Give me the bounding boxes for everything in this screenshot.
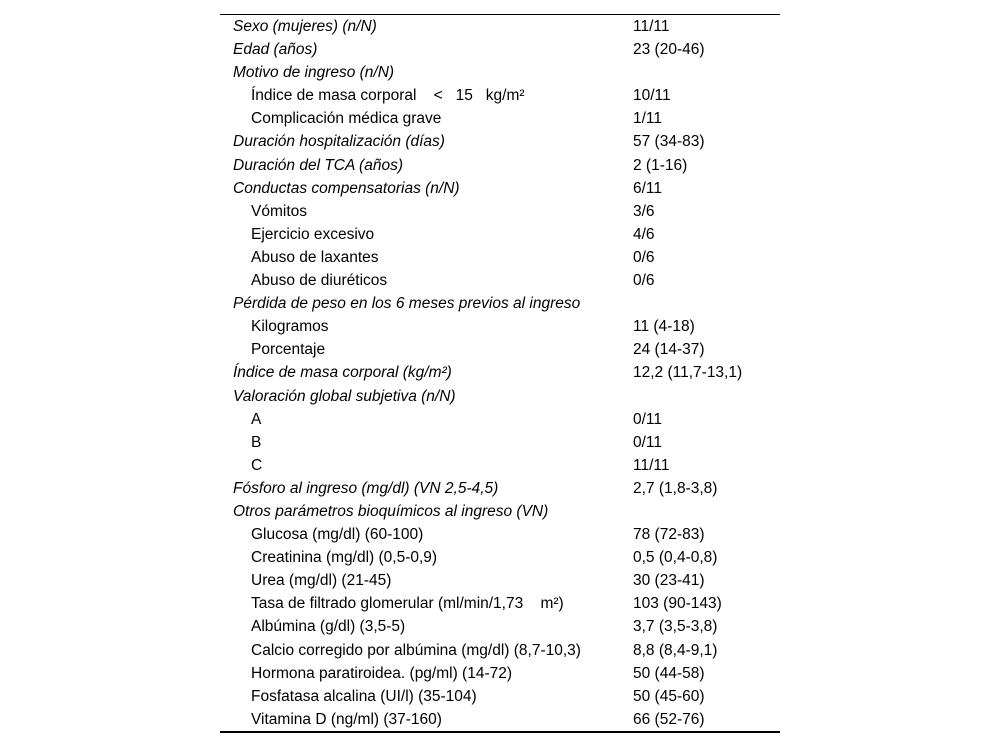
table-row: Tasa de filtrado glomerular (ml/min/1,73… [220,592,780,615]
table-row: Calcio corregido por albúmina (mg/dl) (8… [220,639,780,662]
row-label: Porcentaje [251,341,326,359]
table-row: Fósforo al ingreso (mg/dl) (VN 2,5-4,5) … [220,477,780,500]
row-label: Hormona paratiroidea. (pg/ml) (14-72) [251,664,513,682]
row-value: 4/6 [633,225,655,243]
row-label: Albúmina (g/dl) (3,5-5) [251,618,406,636]
row-value: 11/11 [633,18,670,35]
row-value: 3/6 [633,202,655,220]
row-label: Sexo (mujeres) (n/N) [233,18,377,35]
row-label: Fosfatasa alcalina (UI/l) (35-104) [251,687,477,705]
row-label: Motivo de ingreso (n/N) [233,64,395,82]
row-label: Ejercicio excesivo [251,225,375,243]
table-row: Sexo (mujeres) (n/N) 11/11 [220,15,780,38]
row-label: Pérdida de peso en los 6 meses previos a… [233,295,581,313]
row-label: Complicación médica grave [251,110,442,128]
row-value: 11 (4-18) [633,318,695,336]
table-row: Índice de masa corporal (kg/m²) 12,2 (11… [220,361,780,384]
row-value: 2 (1-16) [633,156,688,174]
row-label: Kilogramos [251,318,329,336]
table-row: Duración del TCA (años) 2 (1-16) [220,154,780,177]
row-value: 103 (90-143) [633,595,722,613]
row-value: 50 (44-58) [633,664,705,682]
row-value: 6/11 [633,179,663,197]
table-row: Vómitos 3/6 [220,200,780,223]
row-value: 0,5 (0,4-0,8) [633,549,718,567]
row-label: Vitamina D (ng/ml) (37-160) [251,710,442,728]
row-value [633,385,780,408]
row-label: B [251,433,262,451]
row-value: 0/6 [633,272,655,290]
table-row: Motivo de ingreso (n/N) [220,61,780,84]
table-row: Otros parámetros bioquímicos al ingreso … [220,500,780,523]
row-value: 11/11 [633,456,670,474]
table-row: Kilogramos 11 (4-18) [220,315,780,338]
row-label: Vómitos [251,202,307,220]
row-label: Índice de masa corporal (kg/m²) [233,364,452,382]
row-label: Abuso de laxantes [251,248,379,266]
table-row: Vitamina D (ng/ml) (37-160) 66 (52-76) [220,708,780,731]
row-value: 23 (20-46) [633,41,705,59]
table-row: Porcentaje 24 (14-37) [220,338,780,361]
table-row: Glucosa (mg/dl) (60-100) 78 (72-83) [220,523,780,546]
table-row: Fosfatasa alcalina (UI/l) (35-104) 50 (4… [220,685,780,708]
row-value: 2,7 (1,8-3,8) [633,479,718,497]
row-value: 1/11 [633,110,663,128]
row-label: A [251,410,262,428]
table-row: A 0/11 [220,408,780,431]
table-row: Valoración global subjetiva (n/N) [220,385,780,408]
row-value: 8,8 (8,4-9,1) [633,641,718,659]
row-value: 0/11 [633,410,663,428]
row-label: Creatinina (mg/dl) (0,5-0,9) [251,549,438,567]
row-value: 66 (52-76) [633,710,705,728]
table-row: B 0/11 [220,431,780,454]
table-row: Urea (mg/dl) (21-45) 30 (23-41) [220,569,780,592]
row-value: 0/6 [633,248,655,266]
table-row: Pérdida de peso en los 6 meses previos a… [220,292,780,315]
row-label: Tasa de filtrado glomerular (ml/min/1,73… [251,595,564,613]
row-label: Fósforo al ingreso (mg/dl) (VN 2,5-4,5) [233,479,499,497]
table-row: Ejercicio excesivo 4/6 [220,223,780,246]
row-label: Conductas compensatorias (n/N) [233,179,460,197]
table-row: Índice de masa corporal < 15 kg/m² 10/11 [220,84,780,107]
table-row: Abuso de diuréticos 0/6 [220,269,780,292]
table-row: Creatinina (mg/dl) (0,5-0,9) 0,5 (0,4-0,… [220,546,780,569]
table-row: Conductas compensatorias (n/N) 6/11 [220,177,780,200]
row-label: Índice de masa corporal < 15 kg/m² [251,87,525,105]
row-label: Abuso de diuréticos [251,272,388,290]
table-row: Hormona paratiroidea. (pg/ml) (14-72) 50… [220,662,780,685]
row-value: 78 (72-83) [633,526,705,544]
row-value: 57 (34-83) [633,133,705,151]
row-value: 30 (23-41) [633,572,705,590]
row-value: 10/11 [633,87,671,105]
table-row: Edad (años) 23 (20-46) [220,38,780,61]
table-row: Abuso de laxantes 0/6 [220,246,780,269]
row-value: 24 (14-37) [633,341,705,359]
table-row: Duración hospitalización (días) 57 (34-8… [220,130,780,153]
row-label: Duración del TCA (años) [233,156,403,174]
row-label: Edad (años) [233,41,318,59]
row-value: 3,7 (3,5-3,8) [633,618,718,636]
row-label: Valoración global subjetiva (n/N) [233,387,456,405]
row-value: 0/11 [633,433,663,451]
table-row: Complicación médica grave 1/11 [220,107,780,130]
row-label: Duración hospitalización (días) [233,133,445,151]
row-label: Otros parámetros bioquímicos al ingreso … [233,502,549,520]
row-value [633,500,780,523]
table-row: C 11/11 [220,454,780,477]
row-value: 12,2 (11,7-13,1) [633,364,743,382]
row-value [633,292,780,315]
row-label: Glucosa (mg/dl) (60-100) [251,526,424,544]
patient-characteristics-table: Sexo (mujeres) (n/N) 11/11 Edad (años) 2… [220,14,780,733]
row-label: Calcio corregido por albúmina (mg/dl) (8… [251,641,581,659]
row-label: C [251,456,263,474]
row-label: Urea (mg/dl) (21-45) [251,572,392,590]
row-value [633,61,780,84]
table-row: Albúmina (g/dl) (3,5-5) 3,7 (3,5-3,8) [220,615,780,638]
row-value: 50 (45-60) [633,687,705,705]
